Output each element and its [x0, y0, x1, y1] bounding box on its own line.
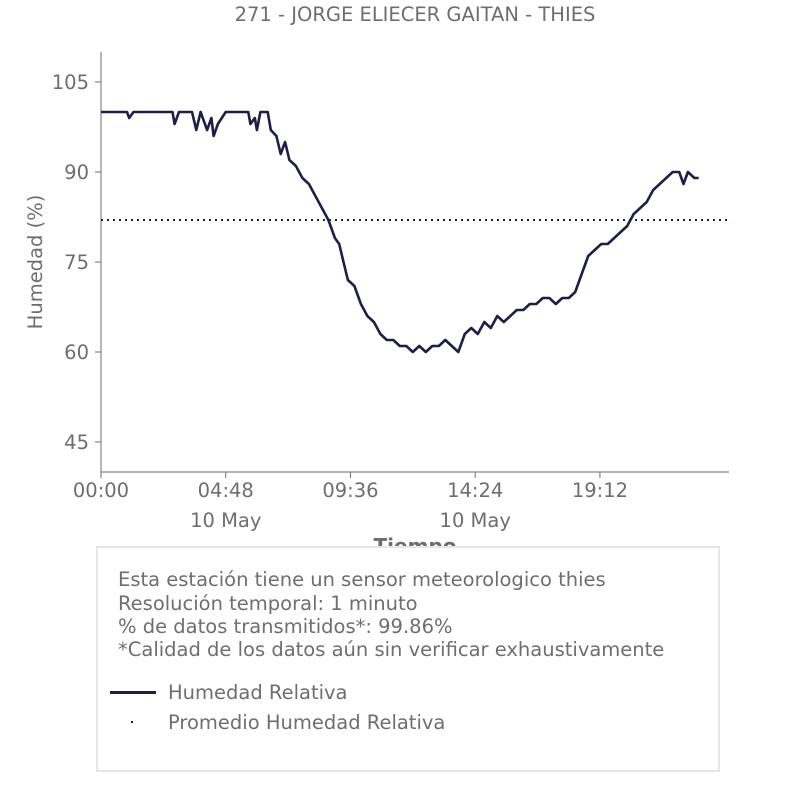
x-tick-label-1: 04:48: [198, 479, 254, 502]
x-tick-label-3: 14:24: [447, 479, 503, 502]
x-tick-label-2: 09:36: [322, 479, 378, 502]
legend-line-swatch: [110, 677, 156, 707]
y-tick-label-45: 45: [64, 431, 89, 454]
legend-item-promedio: Promedio Humedad Relativa: [110, 707, 445, 737]
y-tick-label-75: 75: [64, 251, 89, 274]
legend-label-promedio: Promedio Humedad Relativa: [168, 710, 446, 734]
quality-note: *Calidad de los datos aún sin verificar …: [118, 638, 665, 661]
transmission-info: % de datos transmitidos*: 99.86%: [118, 615, 453, 638]
legend-item-humedad: Humedad Relativa: [110, 677, 348, 707]
x-tick-date-3: 10 May: [440, 509, 511, 532]
y-axis-label: Humedad (%): [24, 195, 47, 330]
y-tick-label-90: 90: [64, 161, 89, 184]
series-humedad-relativa: [101, 110, 699, 354]
x-tick-date-1: 10 May: [190, 509, 261, 532]
info-box: Esta estación tiene un sensor meteorolog…: [96, 546, 720, 772]
chart-title: 271 - JORGE ELIECER GAITAN - THIES: [235, 3, 596, 26]
plot-area: 45 60 75 90 105 00:00 04:48 10 May 09:36 14:24 10 …: [52, 52, 729, 532]
x-tick-label-4: 19:12: [572, 479, 628, 502]
legend-dot-swatch: [110, 707, 156, 737]
sensor-info: Esta estación tiene un sensor meteorolog…: [118, 568, 606, 591]
y-tick-label-60: 60: [64, 341, 89, 364]
legend-label-humedad: Humedad Relativa: [168, 680, 348, 704]
resolution-info: Resolución temporal: 1 minuto: [118, 592, 418, 615]
x-tick-label-0: 00:00: [73, 479, 129, 502]
y-tick-label-105: 105: [52, 71, 89, 94]
